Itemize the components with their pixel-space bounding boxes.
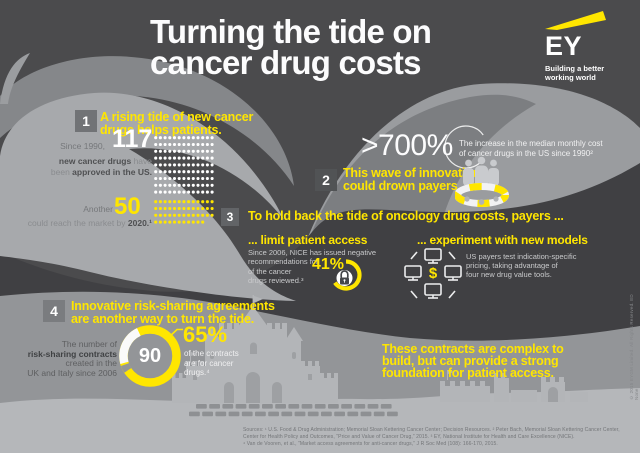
approved-rest: have: [131, 156, 152, 166]
approved-caption: new cancer drugs have been approved in t…: [22, 156, 152, 178]
closing-line1: These contracts are complex to: [382, 342, 564, 356]
cancer-share-stat: 65%: [183, 322, 228, 347]
pipeline-bold: 2020.¹: [127, 218, 152, 228]
section2-badge: 2: [315, 169, 337, 191]
section1-badge: 1: [75, 110, 97, 132]
new-models-body: US payers test indication-specific prici…: [466, 252, 601, 279]
share-caption-line2: are for cancer: [184, 358, 234, 368]
section1-heading-line2: drugs helps patients.: [100, 123, 222, 137]
limit-body-line4: drugs reviewed.³: [248, 276, 304, 285]
section1-heading-line1: A rising tide of new cancer: [100, 110, 254, 124]
ey-beam-icon: [545, 11, 606, 30]
padlock-gauge-icon: [333, 259, 362, 291]
limit-body-line3: of the cancer: [248, 267, 292, 276]
monitors-dollar-cycle-icon: $: [404, 248, 462, 299]
limit-access-body: Since 2006, NICE has issued negative rec…: [248, 248, 388, 285]
approved-count: 117: [112, 125, 153, 153]
sources-footnote: Sources: ¹ U.S. Food & Drug Administrati…: [243, 427, 635, 448]
models-body-line1: US payers test indication-specific: [466, 252, 577, 261]
pipeline-caption: could reach the market by 2020.¹: [0, 218, 152, 229]
section4-heading: Innovative risk-sharing agreements are a…: [71, 300, 275, 326]
share-caption-line3: drugs.⁴: [184, 368, 210, 377]
approved-pre: been: [50, 167, 73, 177]
risk-caption-line3: created in the: [65, 358, 117, 368]
limit-body-line2: recommendations for: [248, 257, 319, 266]
page-title: Turning the tide on cancer drug costs: [150, 13, 432, 81]
price-caption-line2: of cancer drugs in the US since 1990²: [459, 148, 593, 158]
sources-line3: ⁴ Van de Vooren, et al., “Market access …: [243, 441, 498, 447]
models-body-line3: four new drug value tools.: [466, 270, 552, 279]
approved-caption-line1: new cancer drugs have: [22, 156, 152, 167]
limit-body-line1: Since 2006, NICE has issued negative: [248, 248, 376, 257]
risk-contracts-caption: The number of risk-sharing contracts cre…: [7, 339, 117, 378]
price-increase-stat: >700%: [361, 129, 453, 162]
approved-bold2: approved: [72, 167, 111, 177]
ey-tagline: Building a better working world: [545, 64, 635, 82]
copyright-vertical: © 2015 EYGM Limited. All Rights Reserved…: [629, 294, 639, 400]
closing-line2: build, but can provide a strong: [382, 354, 559, 368]
approved-drugs-dot-grid: [154, 136, 214, 194]
price-increase-caption: The increase in the median monthly cost …: [459, 139, 640, 158]
ey-tagline-line1: Building a better: [545, 64, 605, 73]
sand-bricks: [189, 404, 398, 417]
risk-caption-line2: risk-sharing contracts: [27, 348, 117, 359]
approved-caption-line2: been approved in the US.: [22, 167, 152, 178]
sources-line2: Center for Health Policy and Outcomes, “…: [243, 434, 575, 440]
section4-heading-line1: Innovative risk-sharing agreements: [71, 299, 275, 313]
nice-negative-stat: 41%: [312, 256, 345, 273]
new-models-heading: ... experiment with new models: [417, 233, 588, 247]
closing-line3: foundation for patient access.: [382, 366, 554, 380]
closing-message: These contracts are complex to build, bu…: [382, 342, 564, 380]
risk-caption-line1: The number of: [61, 339, 117, 349]
limit-access-heading: ... limit patient access: [248, 233, 368, 247]
section3-heading: To hold back the tide of oncology drug c…: [248, 209, 564, 223]
sources-line1: Sources: ¹ U.S. Food & Drug Administrati…: [243, 427, 620, 433]
section2-heading-line1: This wave of innovation: [343, 166, 481, 180]
since-1990-label: Since 1990,: [60, 141, 105, 151]
stat-callout-ring: [444, 125, 484, 169]
another-label: Another: [83, 204, 113, 214]
people-in-lifebuoy-icon: [455, 156, 509, 207]
approved-bold3: in the US.: [110, 167, 152, 177]
ey-tagline-line2: working world: [545, 72, 596, 82]
pipeline-drugs-dot-grid: [154, 200, 214, 224]
pipeline-pre: could reach the market by: [27, 218, 128, 228]
pipeline-count: 50: [114, 193, 141, 220]
price-caption-line1: The increase in the median monthly cost: [459, 139, 603, 148]
section4-heading-line2: are another way to turn the tide.: [71, 312, 255, 326]
contracts-donut-ring: [119, 325, 181, 387]
section4-badge: 4: [43, 300, 65, 322]
approved-bold: new cancer drugs: [58, 156, 132, 166]
page-title-line2: cancer drug costs: [150, 44, 421, 81]
sandcastle-openings: [193, 342, 312, 403]
risk-caption-line4: UK and Italy since 2006: [27, 367, 117, 378]
page-title-line1: Turning the tide on: [150, 13, 432, 50]
contracts-count: 90: [138, 344, 162, 367]
section3-badge: 3: [221, 208, 239, 226]
ey-logo: EY Building a better working world: [545, 10, 635, 82]
dollar-symbol: $: [429, 265, 438, 282]
section2-heading-line2: could drown payers.: [343, 179, 461, 193]
ey-brand: EY: [545, 31, 583, 61]
cancer-share-caption: of the contracts are for cancer drugs.⁴: [184, 349, 264, 378]
section2-heading: This wave of innovation could drown paye…: [343, 167, 480, 193]
section1-heading: A rising tide of new cancer drugs helps …: [100, 111, 253, 137]
castle-ruins-illustration: [440, 370, 588, 402]
models-body-line2: pricing, taking advantage of: [466, 261, 558, 270]
share-caption-line1: of the contracts: [184, 349, 239, 358]
